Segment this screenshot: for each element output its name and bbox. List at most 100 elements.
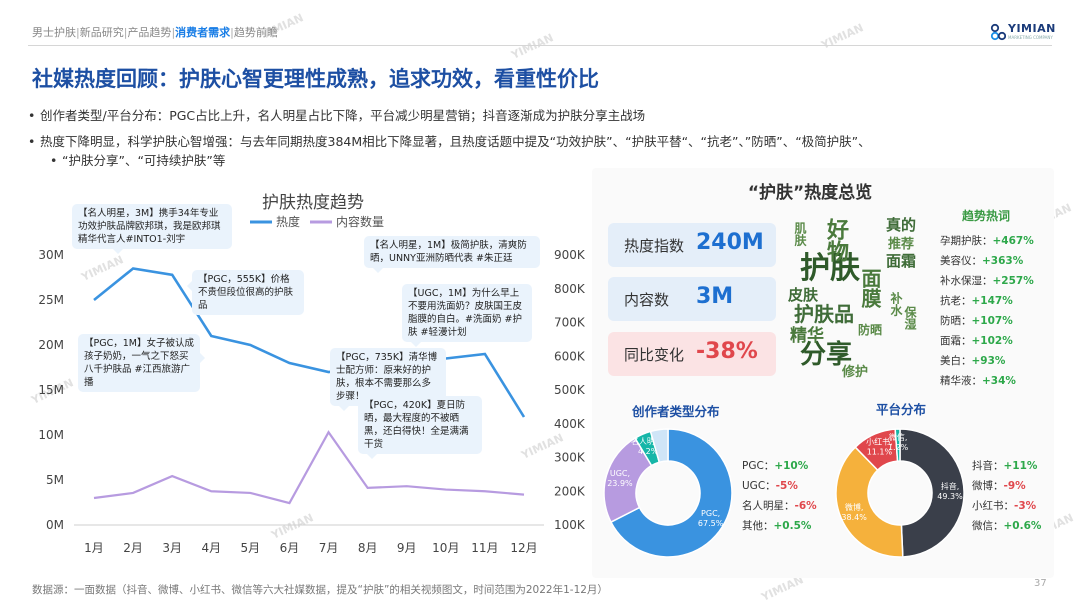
x-tick-label: 6月 xyxy=(280,541,300,555)
trend-word-row: 面霜：+102% xyxy=(940,335,1013,347)
creator-legend-row: UGC：-5% xyxy=(742,480,798,492)
word-cloud: 护肤 好物 分享 护肤品 精华 面膜 皮肤 真的 推荐 面霜 修护 防晒 肌肤 … xyxy=(786,216,926,386)
chart-callout: 【PGC，1M】女子被认成孩子奶奶，一气之下怒买八千护肤品 #江西旅游广播 xyxy=(78,334,205,392)
stat-value: 240M xyxy=(696,230,764,255)
overview-title: “护肤”热度总览 xyxy=(747,183,873,203)
stat-label: 同比变化 xyxy=(624,346,685,364)
logo-subtext: MARKETING COMPANY xyxy=(1008,35,1053,40)
platform-donut-chart: 抖音, 49.3% 微博, 38.4% 小红书, 11.1%微信, 1.2% xyxy=(835,428,965,558)
cloud-word: 保湿 xyxy=(903,306,917,330)
breadcrumb-item[interactable]: 趋势前瞻 xyxy=(233,26,278,39)
cloud-word: 面膜 xyxy=(858,268,882,308)
x-tick-label: 9月 xyxy=(397,541,417,555)
platform-pie-slice-label: 微信, 1.2% xyxy=(888,432,909,452)
stat-content-count: 内容数 3M xyxy=(608,277,776,321)
logo-icon xyxy=(990,23,1006,41)
chart-callout: 【PGC，420K】夏日防晒，最大程度的不被晒黑，还白得快！全是满满干货 xyxy=(358,396,482,459)
cloud-word: 补水 xyxy=(889,292,903,316)
y-right-tick-label: 900K xyxy=(554,248,586,262)
y-right-tick-label: 500K xyxy=(554,383,586,397)
cloud-word: 推荐 xyxy=(888,237,915,252)
page-number: 37 xyxy=(1034,578,1047,589)
header-divider xyxy=(28,45,1052,46)
cloud-word: 肌肤 xyxy=(793,222,807,246)
stat-label: 热度指数 xyxy=(624,237,685,255)
y-left-tick-label: 25M xyxy=(38,293,64,307)
x-tick-label: 3月 xyxy=(162,541,182,555)
watermark: YIMIAN xyxy=(509,31,556,62)
y-left-tick-label: 0M xyxy=(46,518,64,532)
cloud-word: 精华 xyxy=(790,326,824,346)
x-tick-label: 7月 xyxy=(319,541,339,555)
bullet-point: 热度下降明显，科学护肤心智增强：与去年同期热度384M相比下降显著，且热度话题中… xyxy=(28,132,1040,152)
logo-text: YIMIAN xyxy=(1008,22,1056,35)
breadcrumb-separator: | xyxy=(230,26,234,39)
platform-pie-slice-label: 抖音, 49.3% xyxy=(937,481,963,501)
cloud-word: 分享 xyxy=(800,340,853,370)
y-right-tick-label: 200K xyxy=(554,484,586,498)
trend-word-row: 美容仪：+363% xyxy=(940,255,1024,267)
trend-word-row: 抗老：+147% xyxy=(940,295,1013,307)
stat-value: -38% xyxy=(696,339,758,364)
trend-word-row: 精华液：+34% xyxy=(940,375,1016,387)
x-tick-label: 12月 xyxy=(510,541,537,555)
x-tick-label: 11月 xyxy=(471,541,498,555)
legend-label-heat: 热度 xyxy=(276,214,300,229)
bullet-point: 创作者类型/平台分布：PGC占比上升，名人明星占比下降，平台减少明星营销；抖音逐… xyxy=(28,106,1040,126)
stat-yoy-change: 同比变化 -38% xyxy=(608,332,776,376)
page-title: 社媒热度回顾：护肤心智更理性成熟，追求功效，看重性价比 xyxy=(32,67,599,91)
platform-legend-row: 微信：+0.6% xyxy=(972,520,1042,532)
series-line-heat xyxy=(93,267,526,418)
chart-callout: 【PGC，555K】价格不贵但段位很高的护肤品 xyxy=(187,270,304,315)
trend-word-row: 补水保湿：+257% xyxy=(940,275,1034,287)
bullet-continuation: “护肤分享”、“可持续护肤”等 xyxy=(50,151,1062,171)
creator-pie-title: 创作者类型分布 xyxy=(632,404,720,419)
x-tick-label: 1月 xyxy=(84,541,104,555)
cloud-word: 真的 xyxy=(886,216,917,234)
chart-callout: 【名人明星，1M】极简护肤，清爽防晒，UNNY亚洲防晒代表 #朱正廷 xyxy=(364,236,540,273)
creator-pie-slice-label: UGC, 23.9% xyxy=(607,469,633,488)
y-left-tick-label: 30M xyxy=(38,248,64,262)
creator-type-donut-chart: PGC, 67.5% UGC, 23.9% 名人明星, 4.2% xyxy=(603,428,733,558)
creator-pie-slice xyxy=(609,428,733,558)
trend-words-title: 趋势热词 xyxy=(962,209,1011,223)
y-left-tick-label: 15M xyxy=(38,383,64,397)
creator-pie-slice xyxy=(649,428,669,464)
y-left-tick-label: 10M xyxy=(38,428,64,442)
x-tick-label: 5月 xyxy=(241,541,261,555)
y-right-tick-label: 700K xyxy=(554,316,586,330)
breadcrumb: 男士护肤|新品研究|产品趋势|消费者需求|趋势前瞻 xyxy=(32,24,278,40)
cloud-word: 好物 xyxy=(823,218,848,262)
breadcrumb-item[interactable]: 男士护肤 xyxy=(32,26,76,39)
series-line-content-count xyxy=(93,430,525,505)
legend-label-content: 内容数量 xyxy=(336,214,384,229)
cloud-word: 皮肤 xyxy=(788,286,819,304)
watermark: YIMIAN xyxy=(819,21,866,52)
x-tick-label: 4月 xyxy=(201,541,221,555)
breadcrumb-item[interactable]: 新品研究 xyxy=(79,26,124,39)
data-source-footer: 数据源：一面数据（抖音、微博、小红书、微信等六大社媒数据，提及“护肤”的相关视频… xyxy=(32,584,608,596)
cloud-word: 护肤 xyxy=(800,251,860,286)
creator-pie-slice-label: PGC, 67.5% xyxy=(698,509,724,528)
creator-legend-row: 其他：+0.5% xyxy=(742,520,812,532)
yimian-logo: YIMIAN MARKETING COMPANY xyxy=(990,22,1060,43)
chart-title: 护肤热度趋势 xyxy=(262,193,364,213)
breadcrumb-separator: | xyxy=(123,26,128,39)
stat-value: 3M xyxy=(696,284,734,309)
trend-word-row: 美白：+93% xyxy=(940,355,1006,367)
breadcrumb-item-active[interactable]: 消费者需求 xyxy=(175,26,231,39)
x-tick-label: 10月 xyxy=(432,541,459,555)
creator-legend-row: 名人明星：-6% xyxy=(742,500,817,512)
cloud-word: 修护 xyxy=(842,365,869,380)
cloud-word: 面霜 xyxy=(886,252,917,270)
platform-pie-title: 平台分布 xyxy=(876,402,927,417)
platform-pie-slice xyxy=(894,428,901,462)
stat-heat-index: 热度指数 240M xyxy=(608,223,776,267)
breadcrumb-item[interactable]: 产品趋势 xyxy=(127,26,172,39)
trend-word-row: 孕期护肤：+467% xyxy=(940,235,1034,247)
creator-legend-row: PGC：+10% xyxy=(742,460,809,472)
chart-callout: 【名人明星，3M】携手34年专业功效护肤品牌欧邦琪，我是欧邦琪精华代言人#INT… xyxy=(72,204,232,254)
platform-legend-row: 微博：-9% xyxy=(972,480,1026,492)
creator-pie-slice-label: 名人明星, 4.2% xyxy=(631,436,666,456)
